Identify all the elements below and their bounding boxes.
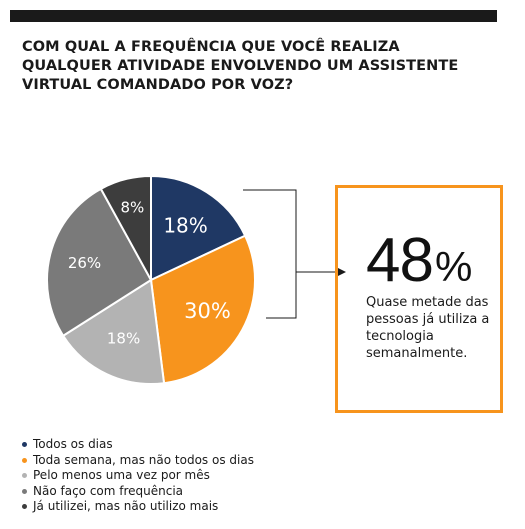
pie-slice <box>150 174 247 282</box>
legend-item: Não faço com frequência <box>22 484 254 500</box>
legend-item: Já utilizei, mas não utilizo mais <box>22 499 254 515</box>
legend-label: Pelo menos uma vez por mês <box>33 468 210 482</box>
legend-item: Todos os dias <box>22 437 254 453</box>
legend-item: Toda semana, mas não todos os dias <box>22 453 254 469</box>
callout-box: 48% Quase metade das pessoas já utiliza … <box>335 185 503 413</box>
legend-bullet-icon <box>22 504 27 510</box>
pie-slice <box>149 234 256 385</box>
arrow-head <box>336 267 346 277</box>
legend-label: Toda semana, mas não todos os dias <box>33 452 254 467</box>
legend-bullet-icon <box>22 488 27 494</box>
legend-bullet-icon <box>22 457 27 463</box>
legend-label: Já utilizei, mas não utilizo mais <box>33 499 219 513</box>
pie-slice <box>99 174 152 281</box>
pie-slice <box>61 278 166 385</box>
slice-label: 26% <box>68 254 101 272</box>
legend-label: Não faço com frequência <box>33 483 184 498</box>
legend: Todos os dias Toda semana, mas não todos … <box>22 437 254 515</box>
callout-percent-sign: % <box>434 243 472 290</box>
bracket-line <box>243 189 297 319</box>
pie-slice <box>46 187 153 338</box>
legend-item: Pelo menos uma vez por mês <box>22 468 254 484</box>
slice-label: 8% <box>120 198 144 216</box>
callout-text: Quase metade das pessoas já utiliza a te… <box>366 295 490 361</box>
callout-number-value: 48 <box>366 226 434 295</box>
legend-label: Todos os dias <box>33 437 113 451</box>
callout-number: 48% <box>366 226 472 302</box>
slice-label: 18% <box>163 214 207 238</box>
legend-bullet-icon <box>22 473 27 479</box>
legend-bullet-icon <box>22 442 27 448</box>
chart-title: COM QUAL A FREQUÊNCIA QUE VOCÊ REALIZA Q… <box>22 39 459 93</box>
slice-label: 18% <box>107 329 140 347</box>
slice-label: 30% <box>184 299 231 323</box>
top-bar <box>10 10 497 22</box>
